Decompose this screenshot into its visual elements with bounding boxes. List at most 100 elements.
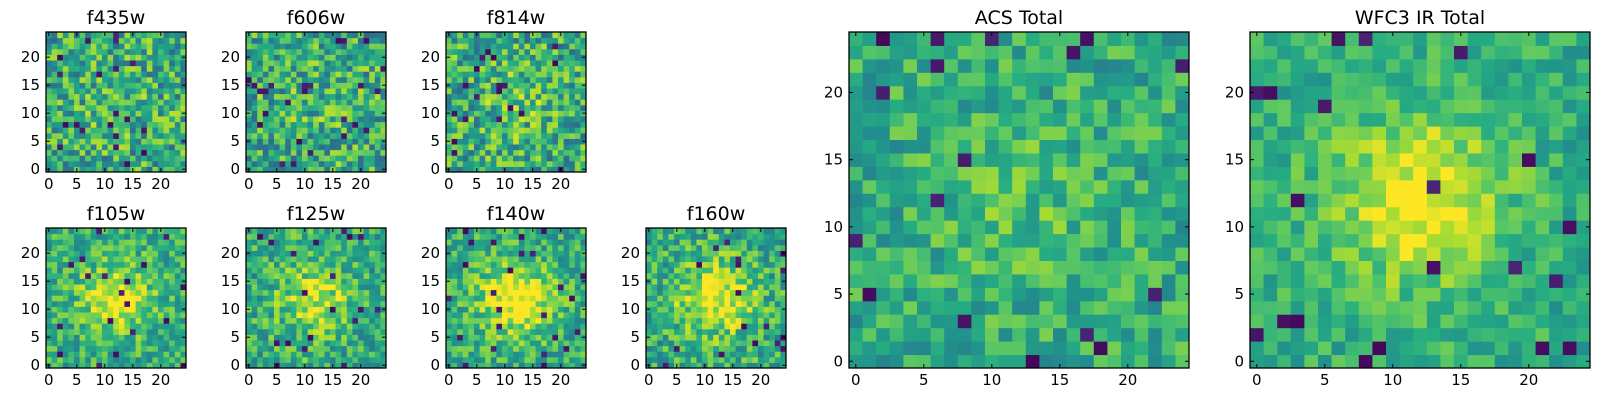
- heatmap-cell: [302, 104, 309, 111]
- heatmap-cell: [690, 312, 697, 319]
- heatmap-cell: [262, 76, 269, 83]
- heatmap-cell: [290, 233, 297, 240]
- heatmap-cell: [274, 289, 281, 296]
- heatmap-cell: [302, 312, 309, 319]
- x-tick-label: 0: [644, 371, 654, 389]
- heatmap-cell: [462, 351, 469, 358]
- heatmap-cell: [113, 54, 120, 61]
- heatmap-cell: [152, 334, 159, 341]
- heatmap-cell: [563, 149, 570, 156]
- heatmap-cell: [302, 43, 309, 50]
- heatmap-cell: [57, 233, 64, 240]
- heatmap-cell: [541, 127, 548, 134]
- heatmap-cell: [163, 250, 170, 257]
- heatmap-cell: [274, 54, 281, 61]
- heatmap-cell: [746, 323, 753, 330]
- heatmap-cell: [174, 300, 181, 307]
- heatmap-cell: [657, 328, 664, 335]
- heatmap-cell: [468, 37, 475, 44]
- heatmap-cell: [507, 233, 514, 240]
- heatmap-cell: [724, 300, 731, 307]
- heatmap-cell: [530, 132, 537, 139]
- heatmap-cell: [662, 267, 669, 274]
- heatmap-cell: [546, 32, 553, 39]
- heatmap-cell: [363, 37, 370, 44]
- heatmap-cell: [358, 149, 365, 156]
- heatmap-cell: [507, 60, 514, 67]
- heatmap-cell: [1039, 300, 1054, 315]
- heatmap-cell: [763, 244, 770, 251]
- heatmap-cell: [563, 328, 570, 335]
- heatmap-cell: [446, 76, 453, 83]
- panel-title: f435w: [87, 7, 146, 29]
- heatmap-cell: [279, 127, 286, 134]
- heatmap-cell: [246, 351, 253, 358]
- heatmap-cell: [490, 256, 497, 263]
- heatmap-cell: [490, 272, 497, 279]
- heatmap-cell: [457, 127, 464, 134]
- heatmap-cells: [246, 32, 387, 173]
- heatmap-cell: [713, 256, 720, 263]
- heatmap-cell: [468, 116, 475, 123]
- heatmap-cell: [541, 312, 548, 319]
- heatmap-cell: [85, 32, 92, 39]
- heatmap-cell: [285, 356, 292, 363]
- heatmap-cell: [752, 351, 759, 358]
- heatmap-cell: [944, 193, 959, 208]
- heatmap-cell: [124, 60, 131, 67]
- heatmap-cell: [79, 155, 86, 162]
- heatmap-cell: [651, 306, 658, 313]
- heatmap-cell: [535, 340, 542, 347]
- heatmap-cell: [957, 314, 972, 329]
- heatmap-cell: [563, 71, 570, 78]
- heatmap-cell: [380, 160, 387, 167]
- heatmap-cell: [130, 295, 137, 302]
- heatmap-cell: [296, 132, 303, 139]
- heatmap-cell: [502, 54, 509, 61]
- heatmap-cell: [558, 65, 565, 72]
- heatmap-cell: [341, 76, 348, 83]
- heatmap-cell: [752, 272, 759, 279]
- heatmap-cell: [279, 239, 286, 246]
- heatmap-cell: [646, 233, 653, 240]
- heatmap-cell: [135, 104, 142, 111]
- heatmap-cell: [774, 323, 781, 330]
- heatmap-cell: [535, 48, 542, 55]
- heatmap-cell: [541, 228, 548, 235]
- heatmap-cell: [574, 356, 581, 363]
- heatmap-cell: [274, 99, 281, 106]
- heatmap-cell: [485, 43, 492, 50]
- heatmap-cell: [57, 312, 64, 319]
- heatmap-cell: [85, 345, 92, 352]
- heatmap-cell: [68, 328, 75, 335]
- heatmap-cell: [374, 356, 381, 363]
- heatmap-cell: [674, 256, 681, 263]
- heatmap-cell: [513, 37, 520, 44]
- heatmap-cell: [541, 345, 548, 352]
- heatmap-cell: [502, 239, 509, 246]
- heatmap-cell: [358, 351, 365, 358]
- heatmap-cell: [518, 104, 525, 111]
- heatmap-cell: [752, 278, 759, 285]
- heatmap-cell: [769, 345, 776, 352]
- heatmap-cell: [346, 267, 353, 274]
- heatmap-cell: [668, 244, 675, 251]
- heatmap-cell: [369, 82, 376, 89]
- plot-frame: [245, 227, 387, 369]
- heatmap-cell: [380, 256, 387, 263]
- heatmap-cell: [903, 341, 918, 356]
- heatmap-cell: [462, 43, 469, 50]
- heatmap-cell: [152, 256, 159, 263]
- heatmap-cell: [68, 356, 75, 363]
- heatmap-cell: [674, 340, 681, 347]
- heatmap-cell: [146, 37, 153, 44]
- heatmap-cell: [713, 356, 720, 363]
- heatmap-cell: [285, 166, 292, 173]
- heatmap-cell: [457, 82, 464, 89]
- heatmap-cell: [296, 289, 303, 296]
- heatmap-cell: [169, 160, 176, 167]
- heatmap-cell: [889, 354, 904, 369]
- heatmap-cell: [374, 244, 381, 251]
- heatmap-cell: [307, 323, 314, 330]
- heatmap-cell: [369, 160, 376, 167]
